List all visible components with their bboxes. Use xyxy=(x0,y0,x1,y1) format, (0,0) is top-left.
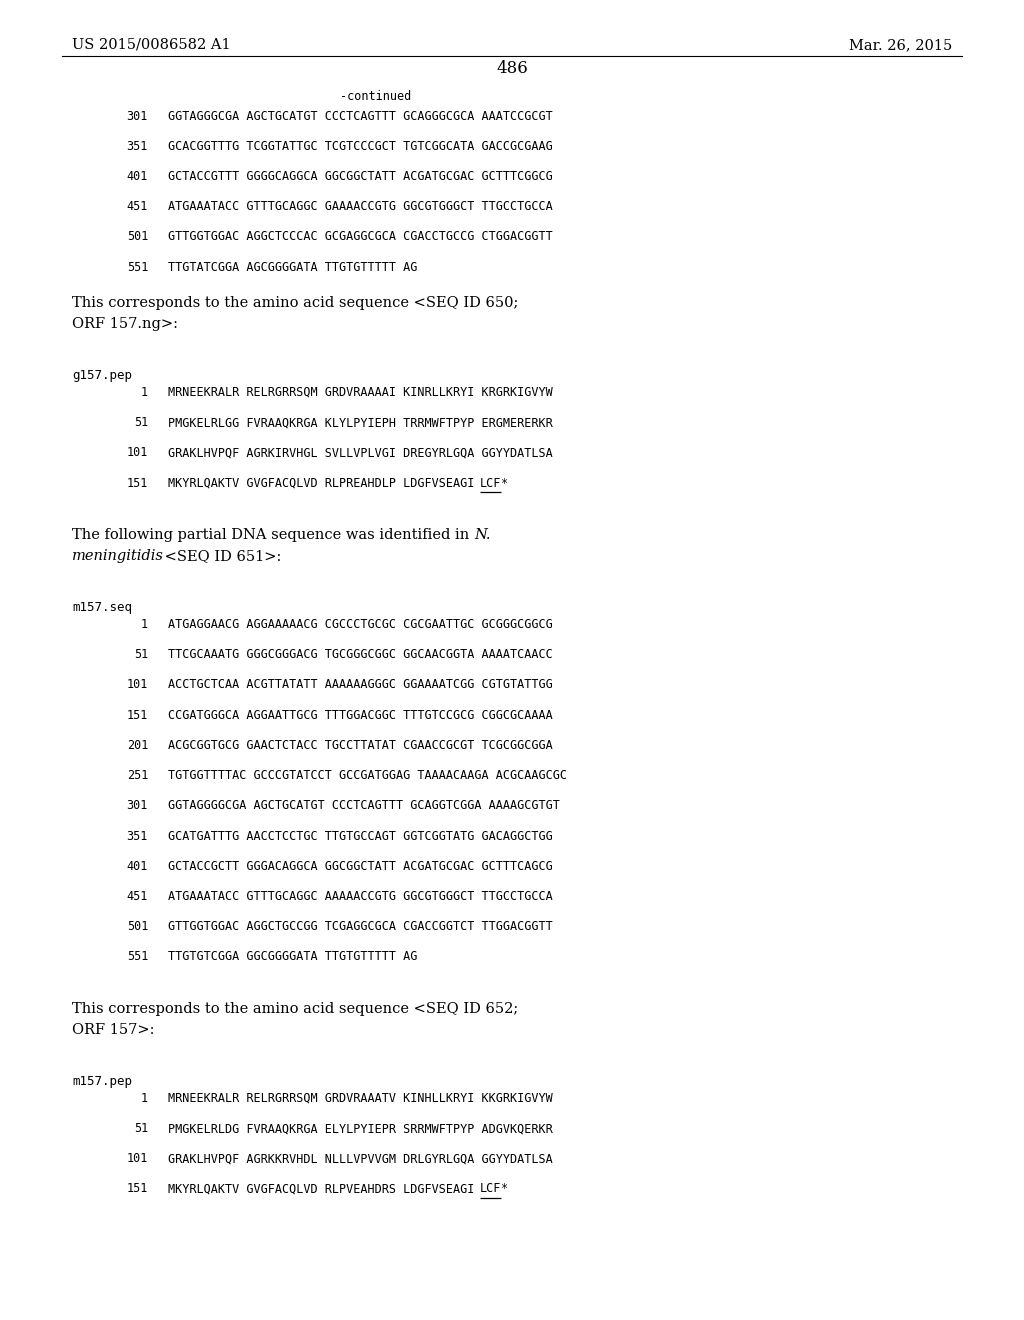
Text: *: * xyxy=(502,1183,509,1196)
Text: TTCGCAAATG GGGCGGGACG TGCGGGCGGC GGCAACGGTA AAAATCAACC: TTCGCAAATG GGGCGGGACG TGCGGGCGGC GGCAACG… xyxy=(168,648,553,661)
Text: 401: 401 xyxy=(127,859,148,873)
Text: TGTGGTTTTAC GCCCGTATCCT GCCGATGGAG TAAAACAAGA ACGCAAGCGC: TGTGGTTTTAC GCCCGTATCCT GCCGATGGAG TAAAA… xyxy=(168,770,567,781)
Text: GRAKLHVPQF AGRKKRVHDL NLLLVPVVGM DRLGYRLGQA GGYYDATLSA: GRAKLHVPQF AGRKKRVHDL NLLLVPVVGM DRLGYRL… xyxy=(168,1152,553,1166)
Text: 401: 401 xyxy=(127,170,148,183)
Text: Mar. 26, 2015: Mar. 26, 2015 xyxy=(849,38,952,51)
Text: 151: 151 xyxy=(127,1183,148,1196)
Text: 501: 501 xyxy=(127,231,148,243)
Text: The following partial DNA sequence was identified in: The following partial DNA sequence was i… xyxy=(72,528,474,543)
Text: m157.seq: m157.seq xyxy=(72,602,132,614)
Text: 51: 51 xyxy=(134,648,148,661)
Text: 486: 486 xyxy=(496,59,528,77)
Text: 51: 51 xyxy=(134,1122,148,1135)
Text: GTTGGTGGAC AGGCTCCCAC GCGAGGCGCA CGACCTGCCG CTGGACGGTT: GTTGGTGGAC AGGCTCCCAC GCGAGGCGCA CGACCTG… xyxy=(168,231,553,243)
Text: MRNEEKRALR RELRGRRSQM GRDVRAAATV KINHLLKRYI KKGRKIGVYW: MRNEEKRALR RELRGRRSQM GRDVRAAATV KINHLLK… xyxy=(168,1092,553,1105)
Text: 1: 1 xyxy=(141,385,148,399)
Text: *: * xyxy=(502,477,509,490)
Text: 151: 151 xyxy=(127,477,148,490)
Text: 201: 201 xyxy=(127,739,148,752)
Text: ORF 157.ng>:: ORF 157.ng>: xyxy=(72,317,178,331)
Text: LCF: LCF xyxy=(480,477,502,490)
Text: N.: N. xyxy=(474,528,490,543)
Text: GCTACCGCTT GGGACAGGCA GGCGGCTATT ACGATGCGAC GCTTTCAGCG: GCTACCGCTT GGGACAGGCA GGCGGCTATT ACGATGC… xyxy=(168,859,553,873)
Text: TTGTGTCGGA GGCGGGGATA TTGTGTTTTT AG: TTGTGTCGGA GGCGGGGATA TTGTGTTTTT AG xyxy=(168,950,418,964)
Text: MKYRLQAKTV GVGFACQLVD RLPVEAHDRS LDGFVSEAGI: MKYRLQAKTV GVGFACQLVD RLPVEAHDRS LDGFVSE… xyxy=(168,1183,481,1196)
Text: g157.pep: g157.pep xyxy=(72,370,132,383)
Text: ACCTGCTCAA ACGTTATATT AAAAAAGGGC GGAAAATCGG CGTGTATTGG: ACCTGCTCAA ACGTTATATT AAAAAAGGGC GGAAAAT… xyxy=(168,678,553,692)
Text: 51: 51 xyxy=(134,416,148,429)
Text: GCTACCGTTT GGGGCAGGCA GGCGGCTATT ACGATGCGAC GCTTTCGGCG: GCTACCGTTT GGGGCAGGCA GGCGGCTATT ACGATGC… xyxy=(168,170,553,183)
Text: US 2015/0086582 A1: US 2015/0086582 A1 xyxy=(72,38,230,51)
Text: ATGAAATACC GTTTGCAGGC GAAAACCGTG GGCGTGGGCT TTGCCTGCCA: ATGAAATACC GTTTGCAGGC GAAAACCGTG GGCGTGG… xyxy=(168,201,553,213)
Text: 1: 1 xyxy=(141,618,148,631)
Text: GCACGGTTTG TCGGTATTGC TCGTCCCGCT TGTCGGCATA GACCGCGAAG: GCACGGTTTG TCGGTATTGC TCGTCCCGCT TGTCGGC… xyxy=(168,140,553,153)
Text: 1: 1 xyxy=(141,1092,148,1105)
Text: m157.pep: m157.pep xyxy=(72,1076,132,1088)
Text: GGTAGGGCGA AGCTGCATGT CCCTCAGTTT GCAGGGCGCA AAATCCGCGT: GGTAGGGCGA AGCTGCATGT CCCTCAGTTT GCAGGGC… xyxy=(168,110,553,123)
Text: 351: 351 xyxy=(127,829,148,842)
Text: LCF: LCF xyxy=(480,1183,502,1196)
Text: GGTAGGGGCGA AGCTGCATGT CCCTCAGTTT GCAGGTCGGA AAAAGCGTGT: GGTAGGGGCGA AGCTGCATGT CCCTCAGTTT GCAGGT… xyxy=(168,800,560,812)
Text: 101: 101 xyxy=(127,1152,148,1166)
Text: 351: 351 xyxy=(127,140,148,153)
Text: -continued: -continued xyxy=(340,90,412,103)
Text: 551: 551 xyxy=(127,260,148,273)
Text: 101: 101 xyxy=(127,678,148,692)
Text: 501: 501 xyxy=(127,920,148,933)
Text: MKYRLQAKTV GVGFACQLVD RLPREAHDLP LDGFVSEAGI: MKYRLQAKTV GVGFACQLVD RLPREAHDLP LDGFVSE… xyxy=(168,477,481,490)
Text: ATGAGGAACG AGGAAAAACG CGCCCTGCGC CGCGAATTGC GCGGGCGGCG: ATGAGGAACG AGGAAAAACG CGCCCTGCGC CGCGAAT… xyxy=(168,618,553,631)
Text: ORF 157>:: ORF 157>: xyxy=(72,1023,155,1036)
Text: <SEQ ID 651>:: <SEQ ID 651>: xyxy=(160,549,281,562)
Text: This corresponds to the amino acid sequence <SEQ ID 652;: This corresponds to the amino acid seque… xyxy=(72,1002,518,1016)
Text: 251: 251 xyxy=(127,770,148,781)
Text: TTGTATCGGA AGCGGGGATA TTGTGTTTTT AG: TTGTATCGGA AGCGGGGATA TTGTGTTTTT AG xyxy=(168,260,418,273)
Text: 301: 301 xyxy=(127,800,148,812)
Text: GTTGGTGGAC AGGCTGCCGG TCGAGGCGCA CGACCGGTCT TTGGACGGTT: GTTGGTGGAC AGGCTGCCGG TCGAGGCGCA CGACCGG… xyxy=(168,920,553,933)
Text: 101: 101 xyxy=(127,446,148,459)
Text: 451: 451 xyxy=(127,201,148,213)
Text: GCATGATTTG AACCTCCTGC TTGTGCCAGT GGTCGGTATG GACAGGCTGG: GCATGATTTG AACCTCCTGC TTGTGCCAGT GGTCGGT… xyxy=(168,829,553,842)
Text: 551: 551 xyxy=(127,950,148,964)
Text: ATGAAATACC GTTTGCAGGC AAAAACCGTG GGCGTGGGCT TTGCCTGCCA: ATGAAATACC GTTTGCAGGC AAAAACCGTG GGCGTGG… xyxy=(168,890,553,903)
Text: This corresponds to the amino acid sequence <SEQ ID 650;: This corresponds to the amino acid seque… xyxy=(72,296,518,310)
Text: GRAKLHVPQF AGRKIRVHGL SVLLVPLVGI DREGYRLGQA GGYYDATLSA: GRAKLHVPQF AGRKIRVHGL SVLLVPLVGI DREGYRL… xyxy=(168,446,553,459)
Text: 301: 301 xyxy=(127,110,148,123)
Text: PMGKELRLDG FVRAAQKRGA ELYLPYIEPR SRRMWFTPYP ADGVKQERKR: PMGKELRLDG FVRAAQKRGA ELYLPYIEPR SRRMWFT… xyxy=(168,1122,553,1135)
Text: 451: 451 xyxy=(127,890,148,903)
Text: PMGKELRLGG FVRAAQKRGA KLYLPYIEPH TRRMWFTPYP ERGMERERKR: PMGKELRLGG FVRAAQKRGA KLYLPYIEPH TRRMWFT… xyxy=(168,416,553,429)
Text: MRNEEKRALR RELRGRRSQM GRDVRAAAAI KINRLLKRYI KRGRKIGVYW: MRNEEKRALR RELRGRRSQM GRDVRAAAAI KINRLLK… xyxy=(168,385,553,399)
Text: ACGCGGTGCG GAACTCTACC TGCCTTATAT CGAACCGCGT TCGCGGCGGA: ACGCGGTGCG GAACTCTACC TGCCTTATAT CGAACCG… xyxy=(168,739,553,752)
Text: CCGATGGGCA AGGAATTGCG TTTGGACGGC TTTGTCCGCG CGGCGCAAAA: CCGATGGGCA AGGAATTGCG TTTGGACGGC TTTGTCC… xyxy=(168,709,553,722)
Text: meningitidis: meningitidis xyxy=(72,549,164,562)
Text: 151: 151 xyxy=(127,709,148,722)
